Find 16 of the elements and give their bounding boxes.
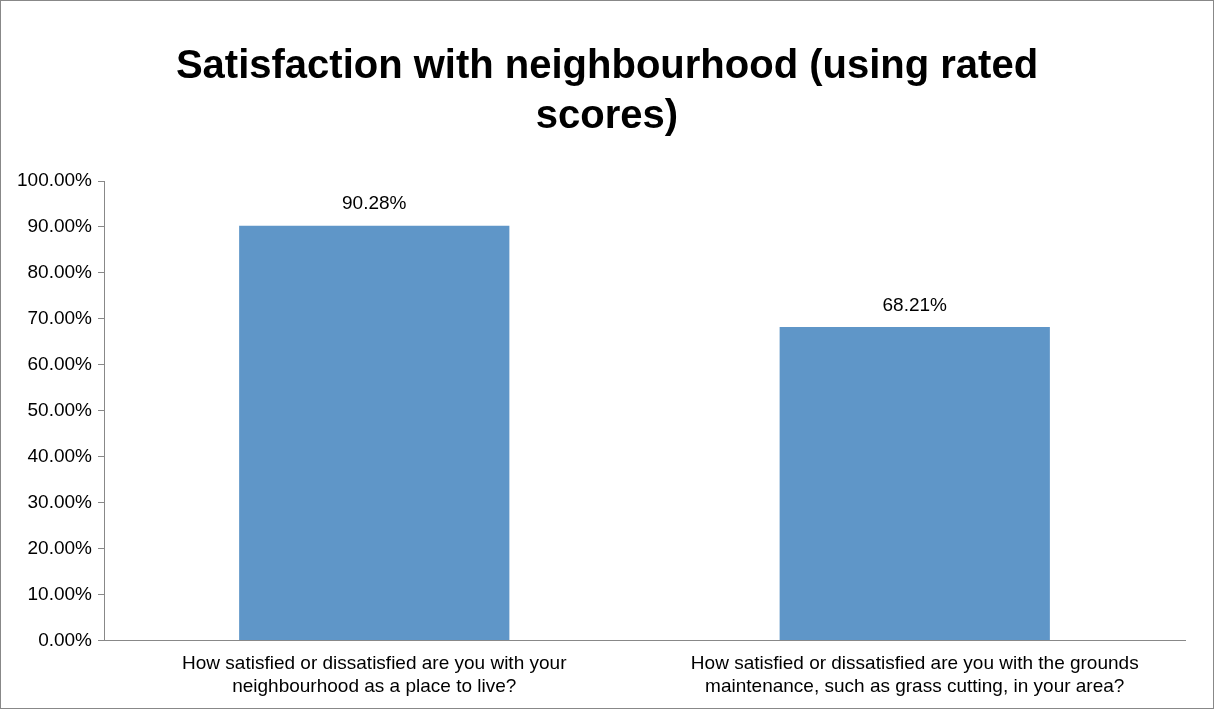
y-tick-label: 20.00%	[27, 536, 93, 558]
y-tick-label: 40.00%	[27, 444, 93, 466]
chart-title: Satisfaction with neighbourhood (using rated scores)	[174, 41, 1040, 138]
y-tick-label: 10.00%	[27, 582, 93, 604]
x-tick-label: How satisfied or dissatisfied are you with your neighbourhood as a place to live?	[182, 652, 568, 696]
y-tick-label: 60.00%	[27, 352, 93, 374]
y-tick-label: 90.00%	[27, 215, 93, 237]
y-tick-label: 30.00%	[27, 490, 93, 512]
y-tick-label: 100.00%	[16, 169, 93, 191]
x-tick-label: How satisfied or dissatisfied are you with the grounds maintenance, such as grass cutting, in your area?	[690, 652, 1139, 696]
y-tick-label: 70.00%	[27, 307, 93, 329]
data-label: 90.28%	[342, 192, 407, 214]
y-tick-label: 80.00%	[27, 261, 93, 283]
y-tick-label: 50.00%	[27, 398, 93, 420]
data-label: 68.21%	[882, 293, 948, 315]
y-tick-label: 0.00%	[38, 628, 93, 650]
